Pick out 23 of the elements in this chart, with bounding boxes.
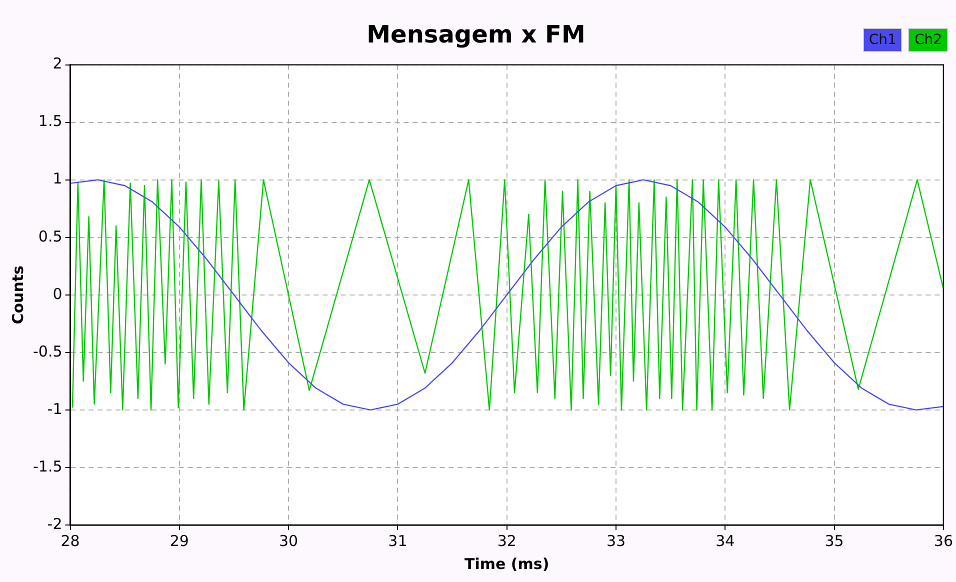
x-axis-title: Time (ms) (464, 554, 550, 573)
x-tick-label: 34 (716, 532, 735, 550)
y-tick-label: 1.5 (38, 112, 62, 130)
y-tick-label: -1.5 (32, 457, 62, 476)
text: Ch2 (908, 28, 948, 52)
x-tick-label: 35 (824, 532, 844, 550)
x-tick-label: 30 (279, 532, 298, 550)
y-tick-label: -1 (47, 400, 62, 418)
y-tick-label: 1 (52, 170, 62, 188)
text: Ch1 (862, 28, 902, 52)
y-tick-label: -0.5 (32, 342, 62, 360)
y-tick-label: 2 (52, 54, 62, 73)
x-tick-label: 33 (606, 532, 626, 550)
y-tick-label: -2 (47, 514, 62, 533)
x-tick-label: 32 (497, 532, 516, 550)
chart-title: Mensagem x FM (366, 20, 586, 49)
x-tick-label: 29 (170, 532, 189, 550)
y-tick-label: 0 (52, 284, 62, 303)
y-axis-title: Counts (8, 265, 27, 324)
x-tick-label: 36 (934, 532, 954, 550)
y-tick-label: 0.5 (38, 227, 62, 246)
x-tick-label: 31 (388, 532, 408, 550)
x-tick-label: 28 (60, 532, 80, 550)
